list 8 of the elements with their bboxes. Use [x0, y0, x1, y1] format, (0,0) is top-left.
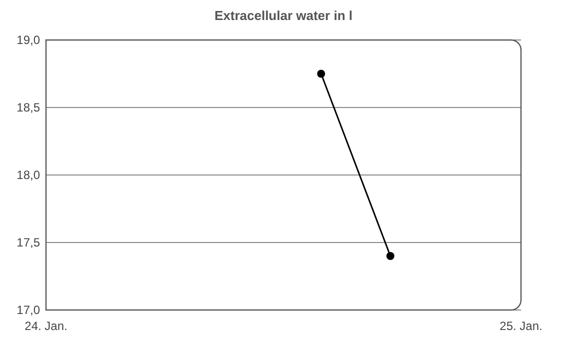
y-tick-label: 18,5 [16, 100, 40, 114]
x-tick-label: 25. Jan. [500, 319, 542, 333]
y-tick-label: 17,0 [16, 303, 40, 317]
x-tick-label: 24. Jan. [24, 319, 68, 333]
y-tick-label: 17,5 [16, 236, 40, 250]
y-tick-label: 19,0 [16, 33, 40, 47]
chart-title: Extracellular water in l [214, 8, 353, 23]
y-tick-label: 18,0 [16, 168, 40, 182]
